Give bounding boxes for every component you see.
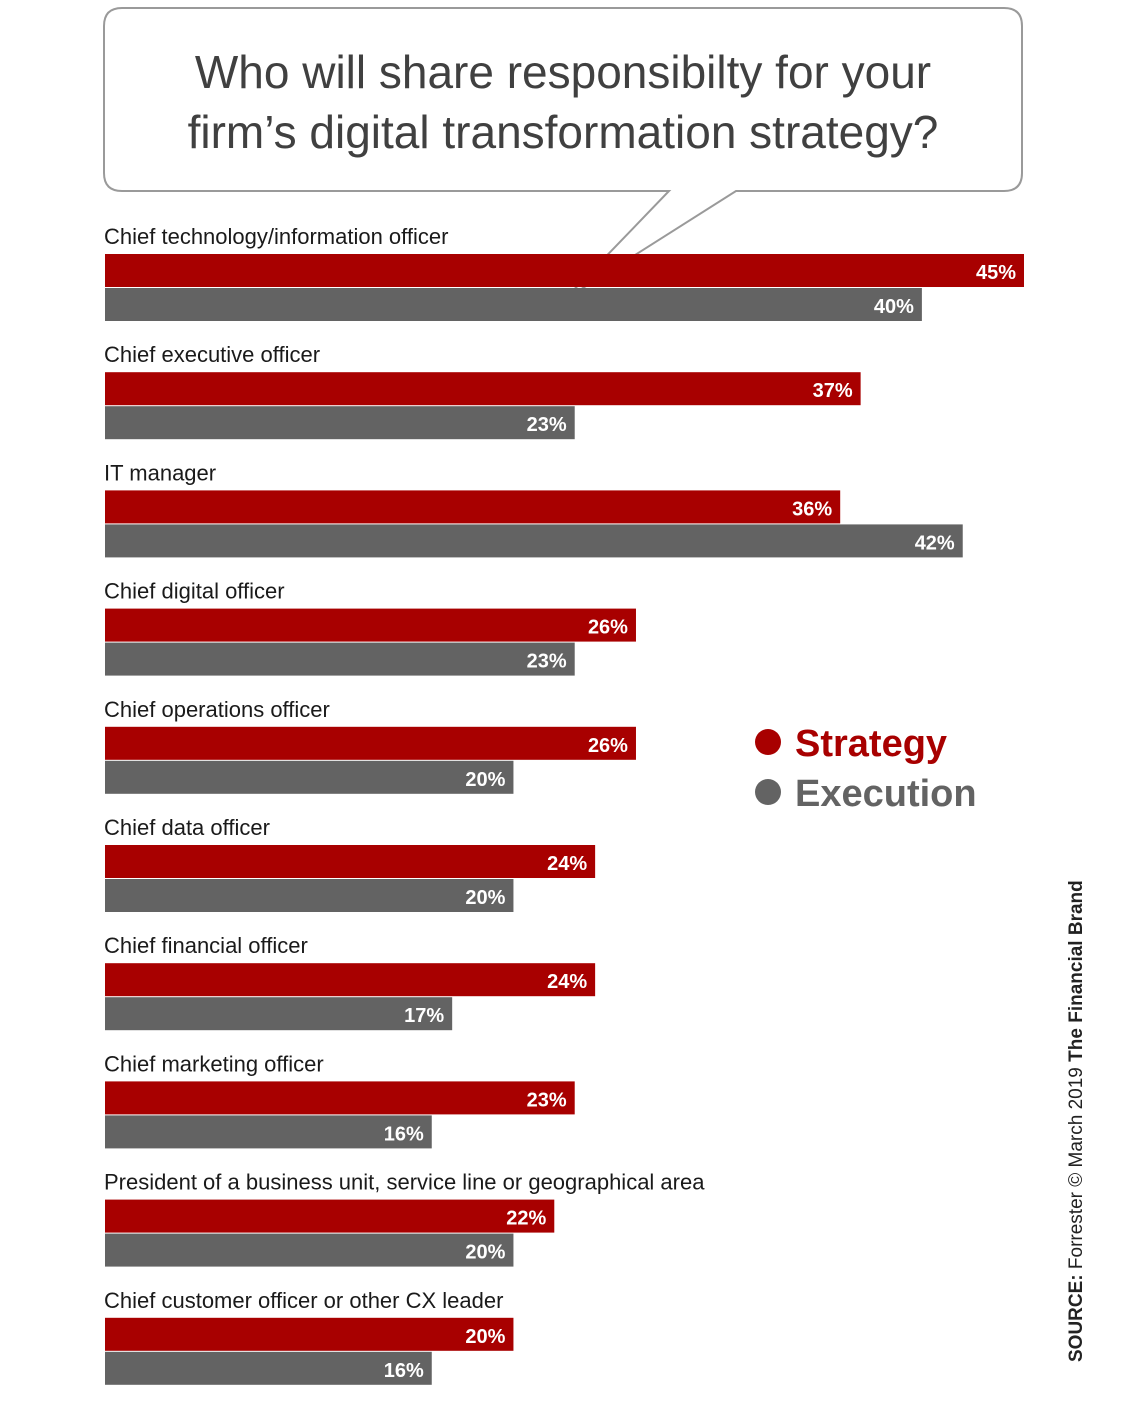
value-label-strategy: 45% [976,262,1016,284]
legend-execution-label: Execution [795,773,977,815]
bar-execution [105,997,453,1031]
value-label-execution: 16% [384,1360,424,1382]
value-label-execution: 40% [874,296,914,318]
bar-execution [105,1351,432,1385]
value-label-execution: 17% [404,1005,444,1027]
bar-group: Chief technology/information officer 45% 4… [104,224,1024,1385]
value-label-execution: 16% [384,1123,424,1145]
bar-strategy [105,963,596,997]
category-label: Chief financial officer [104,933,308,958]
value-label-execution: 23% [527,414,567,436]
value-label-execution: 20% [465,887,505,909]
source-credit: SOURCE: Forrester © March 2019 The Finan… [1066,880,1087,1362]
value-label-strategy: 23% [527,1089,567,1111]
value-label-strategy: 36% [792,498,832,520]
bar-execution [105,1115,432,1149]
bar-execution [105,406,575,440]
source-prefix: SOURCE: [1066,1274,1087,1362]
value-label-execution: 20% [465,1242,505,1264]
legend-strategy-marker [755,729,781,755]
value-label-execution: 23% [527,651,567,673]
value-label-strategy: 26% [588,735,628,757]
source-brand: The Financial Brand [1066,880,1087,1062]
category-label: Chief executive officer [104,342,320,367]
legend-execution-marker [755,779,781,805]
bar-strategy [105,726,636,760]
value-label-strategy: 20% [465,1326,505,1348]
value-label-strategy: 37% [813,380,853,402]
bar-strategy [105,372,861,406]
category-label: Chief marketing officer [104,1051,324,1076]
category-label: Chief digital officer [104,579,285,604]
category-label: IT manager [104,460,216,485]
value-label-execution: 20% [465,769,505,791]
bar-strategy [105,608,636,642]
legend-strategy-label: Strategy [795,723,947,765]
bar-strategy [105,1199,555,1233]
bar-strategy [105,845,596,878]
bar-strategy [105,1317,514,1351]
bar-execution [105,1233,514,1267]
bar-execution [105,642,575,676]
bar-execution [105,524,963,558]
category-label: Chief data officer [104,815,270,840]
bar-strategy [105,490,841,524]
value-label-strategy: 24% [547,971,587,993]
category-label: Chief customer officer or other CX leade… [104,1288,503,1313]
legend: Strategy Execution [755,723,977,815]
value-label-strategy: 24% [547,853,587,875]
category-label: President of a business unit, service li… [104,1170,705,1195]
value-label-strategy: 26% [588,617,628,639]
value-label-execution: 42% [915,532,955,554]
bar-execution [105,288,922,321]
category-label: Chief technology/information officer [104,224,448,249]
value-label-strategy: 22% [506,1208,546,1230]
chart-title-line-1: Who will share responsibilty for your [195,46,931,98]
speech-bubble [103,7,1023,301]
chart-title-line-2: firm’s digital transformation strategy? [188,106,939,158]
bar-strategy [105,254,1024,287]
source-text: Forrester © March 2019 [1066,1062,1087,1275]
category-label: Chief operations officer [104,697,330,722]
bar-strategy [105,1081,575,1115]
bar-execution [105,760,514,794]
bar-execution [105,879,514,912]
